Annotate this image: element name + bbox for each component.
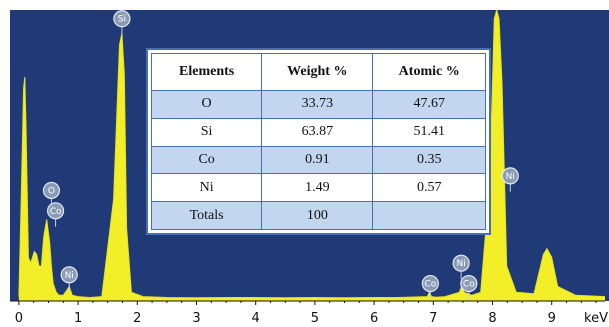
composition-table-panel: Elements Weight % Atomic % O 33.73 47.67… bbox=[146, 48, 491, 235]
x-tick-label: 3 bbox=[192, 311, 200, 326]
peak-label-si: Si bbox=[113, 10, 131, 35]
peak-label-text: Si bbox=[118, 15, 126, 25]
header-elements: Elements bbox=[150, 53, 263, 91]
peak-label-text: Co bbox=[463, 280, 475, 290]
x-tick-label: 5 bbox=[311, 311, 319, 326]
peak-label-badge bbox=[60, 266, 78, 284]
peak-label-co: Co bbox=[46, 202, 65, 227]
table-row: O 33.73 47.67 bbox=[150, 90, 486, 119]
x-tick-label: 6 bbox=[370, 311, 378, 326]
x-tick-label: 4 bbox=[252, 311, 260, 326]
cell-weight: 33.73 bbox=[261, 90, 374, 119]
table-row: Ni 1.49 0.57 bbox=[150, 173, 486, 203]
peak-label-text: Co bbox=[424, 280, 436, 290]
peak-label-badge bbox=[113, 10, 131, 28]
peak-label-badge bbox=[501, 167, 519, 185]
spectrum-fill bbox=[18, 10, 605, 301]
x-axis-ticks: 0 1 2 3 4 5 6 7 8 9 keV bbox=[15, 301, 608, 326]
cell-element: Totals bbox=[150, 201, 263, 230]
peak-label-text: Ni bbox=[506, 172, 515, 182]
cell-element: Ni bbox=[150, 173, 263, 203]
x-tick-label: 2 bbox=[133, 311, 141, 326]
peak-label-ni: Ni bbox=[501, 167, 519, 192]
x-tick-label: 1 bbox=[74, 311, 82, 326]
peak-label-text: O bbox=[48, 186, 55, 196]
cell-atomic bbox=[372, 201, 486, 230]
peak-label-co: Co bbox=[421, 274, 439, 300]
table-row: Co 0.91 0.35 bbox=[150, 145, 486, 175]
peak-label-o: O bbox=[42, 181, 61, 207]
composition-table: Elements Weight % Atomic % O 33.73 47.67… bbox=[150, 53, 486, 230]
cell-weight: 63.87 bbox=[261, 117, 374, 147]
header-atomic-percent: Atomic % bbox=[372, 53, 486, 91]
peak-label-badge bbox=[421, 274, 439, 293]
x-tick-label: 0 bbox=[15, 311, 23, 326]
cell-weight: 0.91 bbox=[261, 145, 374, 175]
cell-atomic: 47.67 bbox=[372, 90, 486, 119]
table-header-row: Elements Weight % Atomic % bbox=[150, 53, 486, 91]
peak-label-text: Ni bbox=[65, 271, 74, 281]
table-row: Totals 100 bbox=[150, 201, 486, 230]
spectrum-line bbox=[18, 8, 606, 299]
x-tick-label: 8 bbox=[488, 311, 496, 326]
peak-label-ni: Ni bbox=[452, 254, 470, 280]
peak-label-ni: Ni bbox=[60, 266, 78, 291]
x-axis-unit-label: keV bbox=[584, 311, 608, 326]
cell-atomic: 0.57 bbox=[372, 173, 486, 203]
peak-label-badge bbox=[42, 181, 61, 200]
peak-label-text: Ni bbox=[457, 259, 466, 269]
cell-atomic: 51.41 bbox=[372, 117, 486, 147]
x-tick-label: 9 bbox=[548, 311, 556, 326]
header-weight-percent: Weight % bbox=[261, 53, 374, 91]
peak-label-badge bbox=[460, 274, 478, 293]
cell-weight: 1.49 bbox=[261, 173, 374, 203]
x-tick-label: 7 bbox=[429, 311, 437, 326]
cell-element: Si bbox=[150, 117, 263, 147]
cell-element: Co bbox=[150, 145, 263, 175]
peak-label-badge bbox=[452, 254, 470, 272]
peak-label-badge bbox=[46, 202, 65, 220]
cell-weight: 100 bbox=[261, 201, 374, 230]
peak-label-text: Co bbox=[50, 207, 62, 217]
peak-label-co: Co bbox=[460, 274, 478, 300]
table-row: Si 63.87 51.41 bbox=[150, 117, 486, 147]
cell-element: O bbox=[150, 90, 263, 119]
cell-atomic: 0.35 bbox=[372, 145, 486, 175]
